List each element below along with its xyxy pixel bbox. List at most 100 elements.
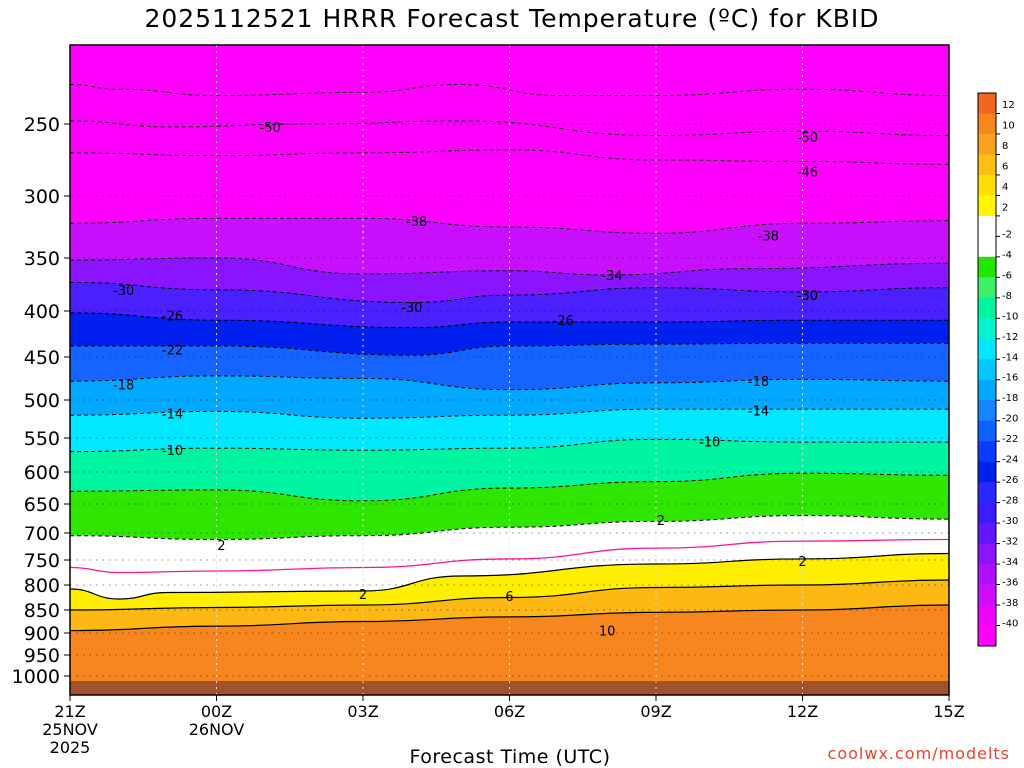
colorbar-frame <box>977 92 997 647</box>
y-tick-label-250: 250 <box>24 114 60 136</box>
colorbar-label-25: -40 <box>1002 619 1018 630</box>
y-tick-label-300: 300 <box>24 186 60 208</box>
y-tick-label-400: 400 <box>24 301 60 323</box>
colorbar-label-0: 12 <box>1002 100 1015 111</box>
colorbar-label-4: 4 <box>1002 182 1008 193</box>
colorbar-swatch-26 <box>978 625 996 647</box>
contour-labels: -50 -50 -46 -38 -38 -34 -30 -30 -30 -26 -26 -22 -18 -… <box>113 121 818 640</box>
contour-label-1: -50 <box>797 131 818 146</box>
colorbar-label-14: -18 <box>1002 393 1018 404</box>
contour-0 <box>70 83 949 97</box>
contour-label-22: 6 <box>505 590 513 605</box>
colorbar-label-3: 6 <box>1002 162 1008 173</box>
contour-label-23: 10 <box>599 625 616 640</box>
y-tick-label-950: 950 <box>24 645 60 667</box>
y-tick-label-450: 450 <box>24 347 60 369</box>
y-tick-label-550: 550 <box>24 428 60 450</box>
credit-link[interactable]: coolwx.com/modelts <box>827 744 1010 763</box>
contour-label-3: -38 <box>406 215 427 230</box>
colorbar-label-5: 2 <box>1002 203 1008 214</box>
contour-15 <box>70 604 949 632</box>
colorbar-swatch-25 <box>978 605 996 627</box>
x-tick-label-0-0: 21Z <box>54 702 85 721</box>
colorbar-label-19: -28 <box>1002 496 1018 507</box>
colorbar-swatch-4 <box>978 174 996 196</box>
colorbar-swatch-12 <box>978 338 996 360</box>
contour-label-20: 2 <box>359 588 367 603</box>
contour-label-9: -26 <box>162 310 183 325</box>
colorbar-label-15: -20 <box>1002 414 1018 425</box>
colorbar-label-6: -2 <box>1002 229 1012 240</box>
colorbar-label-7: -4 <box>1002 250 1012 261</box>
colorbar-swatch-2 <box>978 133 996 155</box>
colorbar-label-12: -14 <box>1002 352 1018 363</box>
contour-label-17: -10 <box>699 435 720 450</box>
colorbar-label-10: -10 <box>1002 311 1018 322</box>
y-tick-label-1000: 1000 <box>12 666 60 688</box>
contour-label-0: -50 <box>260 121 281 136</box>
grid-lines <box>70 45 949 695</box>
y-tick-label-700: 700 <box>24 523 60 545</box>
y-tick-label-600: 600 <box>24 462 60 484</box>
colorbar-label-1: 10 <box>1002 121 1015 132</box>
y-tick-label-800: 800 <box>24 575 60 597</box>
contour-14 <box>70 579 949 611</box>
contour-label-5: -34 <box>601 269 622 284</box>
contour-1 <box>70 120 949 137</box>
contour-label-21: 2 <box>798 555 806 570</box>
x-axis-label: Forecast Time (UTC) <box>409 746 611 768</box>
colorbar-swatch-0 <box>978 93 996 114</box>
colorbar-swatch-20 <box>978 502 996 524</box>
contour-label-13: -18 <box>748 375 769 390</box>
colorbar-swatch-8 <box>978 256 996 278</box>
colorbar-swatch-18 <box>978 461 996 483</box>
x-tick-label-15-0: 12Z <box>787 702 818 721</box>
colorbar-swatch-21 <box>978 523 996 545</box>
contour-4 <box>70 257 949 276</box>
contour-label-8: -30 <box>797 289 818 304</box>
colorbar-label-8: -6 <box>1002 270 1012 281</box>
x-tick-label-3-1: 26NOV <box>189 720 245 739</box>
colorbar-label-21: -32 <box>1002 537 1018 548</box>
plot-area <box>70 45 949 695</box>
colorbar-label-22: -34 <box>1002 557 1018 568</box>
contour-label-16: -10 <box>162 444 183 459</box>
colorbar-swatch-9 <box>978 277 996 299</box>
contour-lines <box>70 83 949 632</box>
contour-label-15: -14 <box>748 405 769 420</box>
colorbar-label-24: -38 <box>1002 598 1018 609</box>
colorbar-swatch-14 <box>978 379 996 401</box>
freezing-contour <box>70 538 949 574</box>
contour-label-7: -30 <box>401 301 422 316</box>
colorbar-swatch-22 <box>978 543 996 565</box>
contour-label-11: -22 <box>162 344 183 359</box>
x-tick-label-9-0: 06Z <box>494 702 525 721</box>
colorbar-label-11: -12 <box>1002 332 1018 343</box>
colorbar-label-20: -30 <box>1002 516 1018 527</box>
colorbar-swatch-15 <box>978 400 996 422</box>
colorbar-swatch-16 <box>978 420 996 442</box>
colorbar-swatch-6 <box>978 215 996 237</box>
x-tick-label-18-0: 15Z <box>933 702 964 721</box>
y-tick-label-850: 850 <box>24 600 60 622</box>
colorbar-swatch-3 <box>978 154 996 176</box>
colorbar-swatch-10 <box>978 297 996 319</box>
x-tick-label-6-0: 03Z <box>347 702 378 721</box>
colorbar-label-16: -22 <box>1002 434 1018 445</box>
contour-label-2: -46 <box>797 166 818 181</box>
colorbar-swatch-1 <box>978 113 996 135</box>
colorbar-swatch-11 <box>978 318 996 340</box>
x-tick-label-3-0: 00Z <box>201 702 232 721</box>
contour-label-4: -38 <box>758 230 779 245</box>
contour-label-19: 2 <box>657 514 665 529</box>
colorbar-swatch-17 <box>978 441 996 463</box>
colorbar-swatch-13 <box>978 359 996 381</box>
contour-label-10: -26 <box>553 314 574 329</box>
colorbar-swatch-23 <box>978 564 996 586</box>
colorbar-swatch-19 <box>978 482 996 504</box>
y-tick-label-750: 750 <box>24 550 60 572</box>
chart-title: 2025112521 HRRR Forecast Temperature (ºC… <box>144 4 880 33</box>
colorbar-swatch-7 <box>978 236 996 258</box>
